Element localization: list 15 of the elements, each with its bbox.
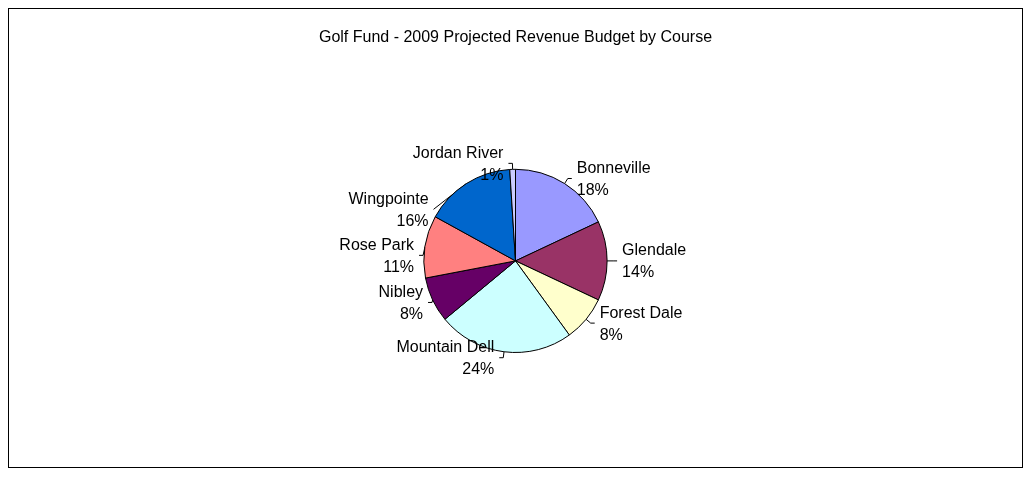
slice-label: Wingpointe: [348, 189, 429, 207]
slice-label: Rose Park: [339, 235, 416, 253]
data-label: 16%: [396, 211, 429, 229]
slice-label: Jordan River: [412, 143, 505, 161]
data-label: 14%: [622, 263, 655, 281]
slice-label: Glendale: [622, 241, 687, 259]
data-label: 8%: [399, 304, 424, 322]
slice-label: Bonneville: [576, 158, 651, 176]
chart-title: Golf Fund - 2009 Projected Revenue Budget by Course: [318, 27, 713, 45]
data-label: 24%: [462, 360, 495, 378]
slice-label: Nibley: [378, 282, 424, 300]
slice-label: Forest Dale: [599, 303, 683, 321]
data-label: 8%: [599, 325, 623, 343]
data-label: 11%: [383, 257, 415, 275]
data-label: 18%: [576, 180, 609, 198]
